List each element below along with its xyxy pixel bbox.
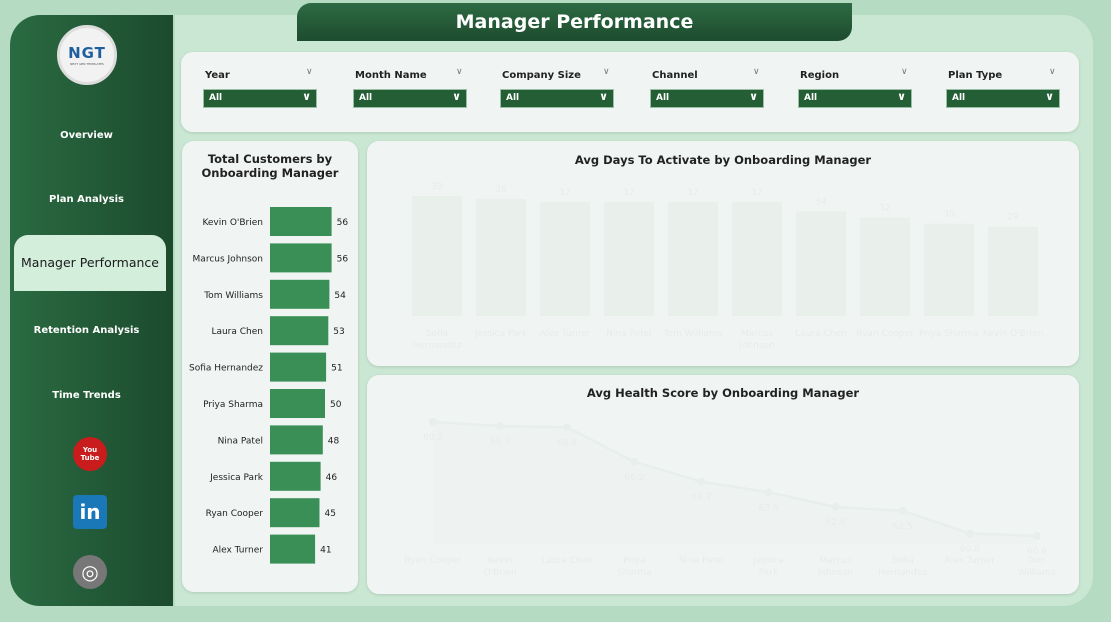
filter-value: All	[804, 93, 818, 103]
data-label: 54	[334, 291, 346, 301]
bar[interactable]	[270, 279, 330, 309]
sidebar-item-manager-performance[interactable]: Manager Performance	[14, 235, 166, 291]
avg-days-card	[367, 141, 1079, 366]
bar-label: Sofia Hernandez	[189, 364, 263, 374]
bar[interactable]	[270, 389, 325, 418]
chevron-down-icon[interactable]: ∨	[603, 67, 610, 77]
filter-label: Year	[205, 70, 230, 81]
linkedin-icon[interactable]: in	[73, 495, 107, 529]
data-label: 41	[320, 546, 331, 556]
data-label: 48	[328, 436, 340, 446]
bar[interactable]	[270, 425, 323, 455]
youtube-icon[interactable]: You Tube	[73, 437, 107, 471]
bar-label: Alex Turner	[212, 546, 263, 556]
bar[interactable]	[270, 316, 329, 346]
bar-label: Ryan Cooper	[206, 509, 264, 519]
page-title: Manager Performance	[297, 3, 852, 41]
logo: NGT NEXT GEN TEMPLATES	[57, 25, 117, 85]
sidebar-item-retention-analysis[interactable]: Retention Analysis	[33, 325, 140, 336]
avg-health-card	[367, 375, 1079, 594]
bar-label: Jessica Park	[209, 473, 264, 483]
chevron-down-icon: ∨	[897, 90, 906, 103]
filter-dropdown[interactable]: All ∨	[798, 89, 912, 108]
filter-value: All	[506, 93, 520, 103]
filter-value: All	[359, 93, 373, 103]
chevron-down-icon[interactable]: ∨	[753, 67, 760, 77]
bar[interactable]	[270, 352, 327, 382]
bar-label: Priya Sharma	[203, 400, 263, 410]
filter-label: Company Size	[502, 70, 581, 81]
filter-value: All	[952, 93, 966, 103]
filter-dropdown[interactable]: All ∨	[203, 89, 317, 108]
bar[interactable]	[270, 498, 320, 528]
data-label: 45	[325, 509, 336, 519]
filter-dropdown[interactable]: All ∨	[353, 89, 467, 108]
filter-dropdown[interactable]: All ∨	[946, 89, 1060, 108]
chevron-down-icon[interactable]: ∨	[1049, 67, 1056, 77]
bar-label: Tom Williams	[203, 291, 263, 301]
data-label: 56	[337, 254, 349, 264]
logo-subtext: NEXT GEN TEMPLATES	[70, 62, 104, 66]
sidebar-item-overview[interactable]: Overview	[60, 130, 113, 141]
bar-label: Marcus Johnson	[193, 254, 263, 264]
chart-title: Avg Days To Activate by Onboarding Manag…	[574, 153, 872, 167]
data-label: 53	[333, 327, 344, 337]
filter-label: Region	[800, 70, 840, 81]
filter-dropdown[interactable]: All ∨	[500, 89, 614, 108]
chevron-down-icon[interactable]: ∨	[306, 67, 313, 77]
logo-text: NGT	[68, 44, 106, 62]
sidebar-item-time-trends[interactable]: Time Trends	[52, 390, 121, 401]
filter-label: Plan Type	[948, 70, 1003, 81]
chevron-down-icon: ∨	[452, 90, 461, 103]
chevron-down-icon: ∨	[749, 90, 758, 103]
chart-title: Avg Health Score by Onboarding Manager	[586, 386, 860, 400]
filter-bar	[181, 52, 1079, 132]
chevron-down-icon: ∨	[599, 90, 608, 103]
data-label: 50	[330, 400, 342, 410]
sidebar-item-plan-analysis[interactable]: Plan Analysis	[49, 194, 124, 205]
data-label: 56	[337, 218, 349, 228]
chevron-down-icon[interactable]: ∨	[901, 67, 908, 77]
bar[interactable]	[270, 461, 321, 491]
bar-label: Laura Chen	[211, 327, 263, 337]
data-label: 46	[326, 473, 338, 483]
chart-title: Total Customers by Onboarding Manager	[201, 152, 339, 180]
filter-label: Month Name	[355, 70, 427, 81]
bar[interactable]	[270, 534, 316, 564]
bar-label: Kevin O'Brien	[202, 218, 263, 228]
chevron-down-icon[interactable]: ∨	[456, 67, 463, 77]
filter-dropdown[interactable]: All ∨	[650, 89, 764, 108]
chevron-down-icon: ∨	[1045, 90, 1054, 103]
filter-value: All	[209, 93, 223, 103]
bar[interactable]	[270, 207, 332, 236]
filter-label: Channel	[652, 70, 698, 81]
bar-label: Nina Patel	[218, 436, 263, 446]
bar[interactable]	[270, 243, 332, 273]
filter-value: All	[656, 93, 670, 103]
chevron-down-icon: ∨	[302, 90, 311, 103]
data-label: 51	[331, 364, 342, 374]
globe-icon[interactable]: ◎	[73, 555, 107, 589]
